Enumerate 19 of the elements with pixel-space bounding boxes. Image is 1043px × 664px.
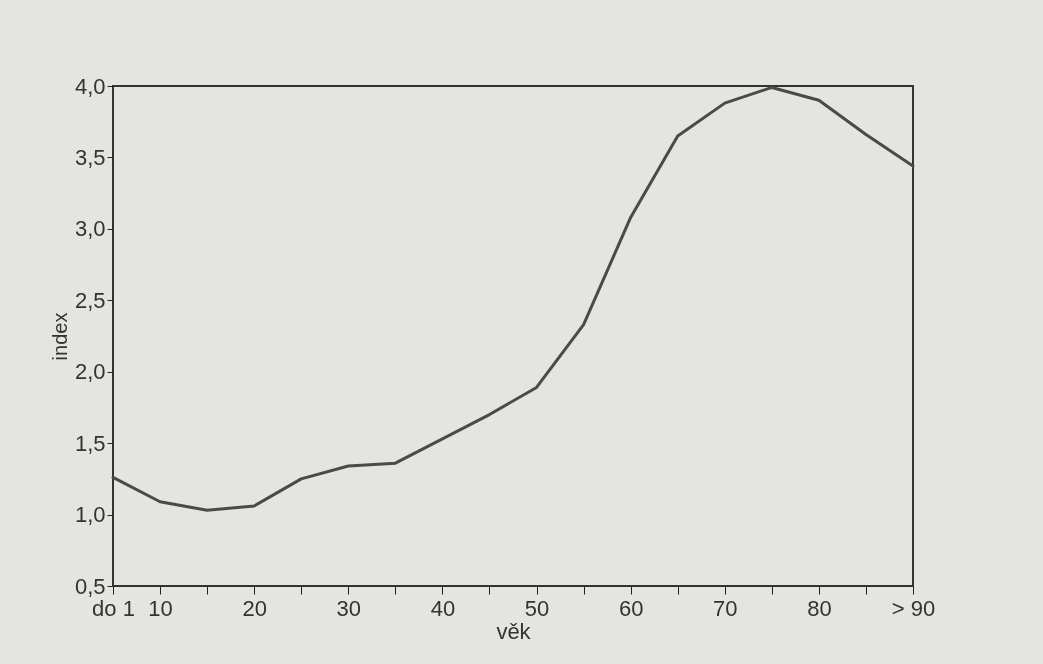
x-tick-label: 60 — [618, 595, 644, 621]
y-tick-label: 1,5 — [74, 430, 106, 456]
y-axis-title: index — [48, 312, 71, 361]
x-axis-title: věk — [496, 618, 532, 644]
y-tick-label: 1,0 — [74, 502, 106, 528]
y-tick-label: 4,0 — [74, 73, 106, 99]
x-tick-label: 10 — [148, 595, 173, 621]
x-tick-label: 70 — [713, 595, 738, 621]
x-tick-label: 50 — [524, 595, 550, 621]
y-tick-label: 2,0 — [74, 359, 106, 385]
x-tick-label: > 90 — [891, 595, 936, 621]
x-tick-label: 20 — [242, 595, 267, 621]
y-tick-label: 3,5 — [74, 144, 106, 170]
y-tick-label: 2,5 — [74, 287, 106, 313]
x-tick-label: 40 — [430, 595, 456, 621]
y-tick-label: 3,0 — [74, 216, 106, 242]
x-tick-label: 30 — [336, 595, 362, 621]
line-series — [111, 85, 915, 512]
x-tick-label: 80 — [807, 595, 832, 621]
